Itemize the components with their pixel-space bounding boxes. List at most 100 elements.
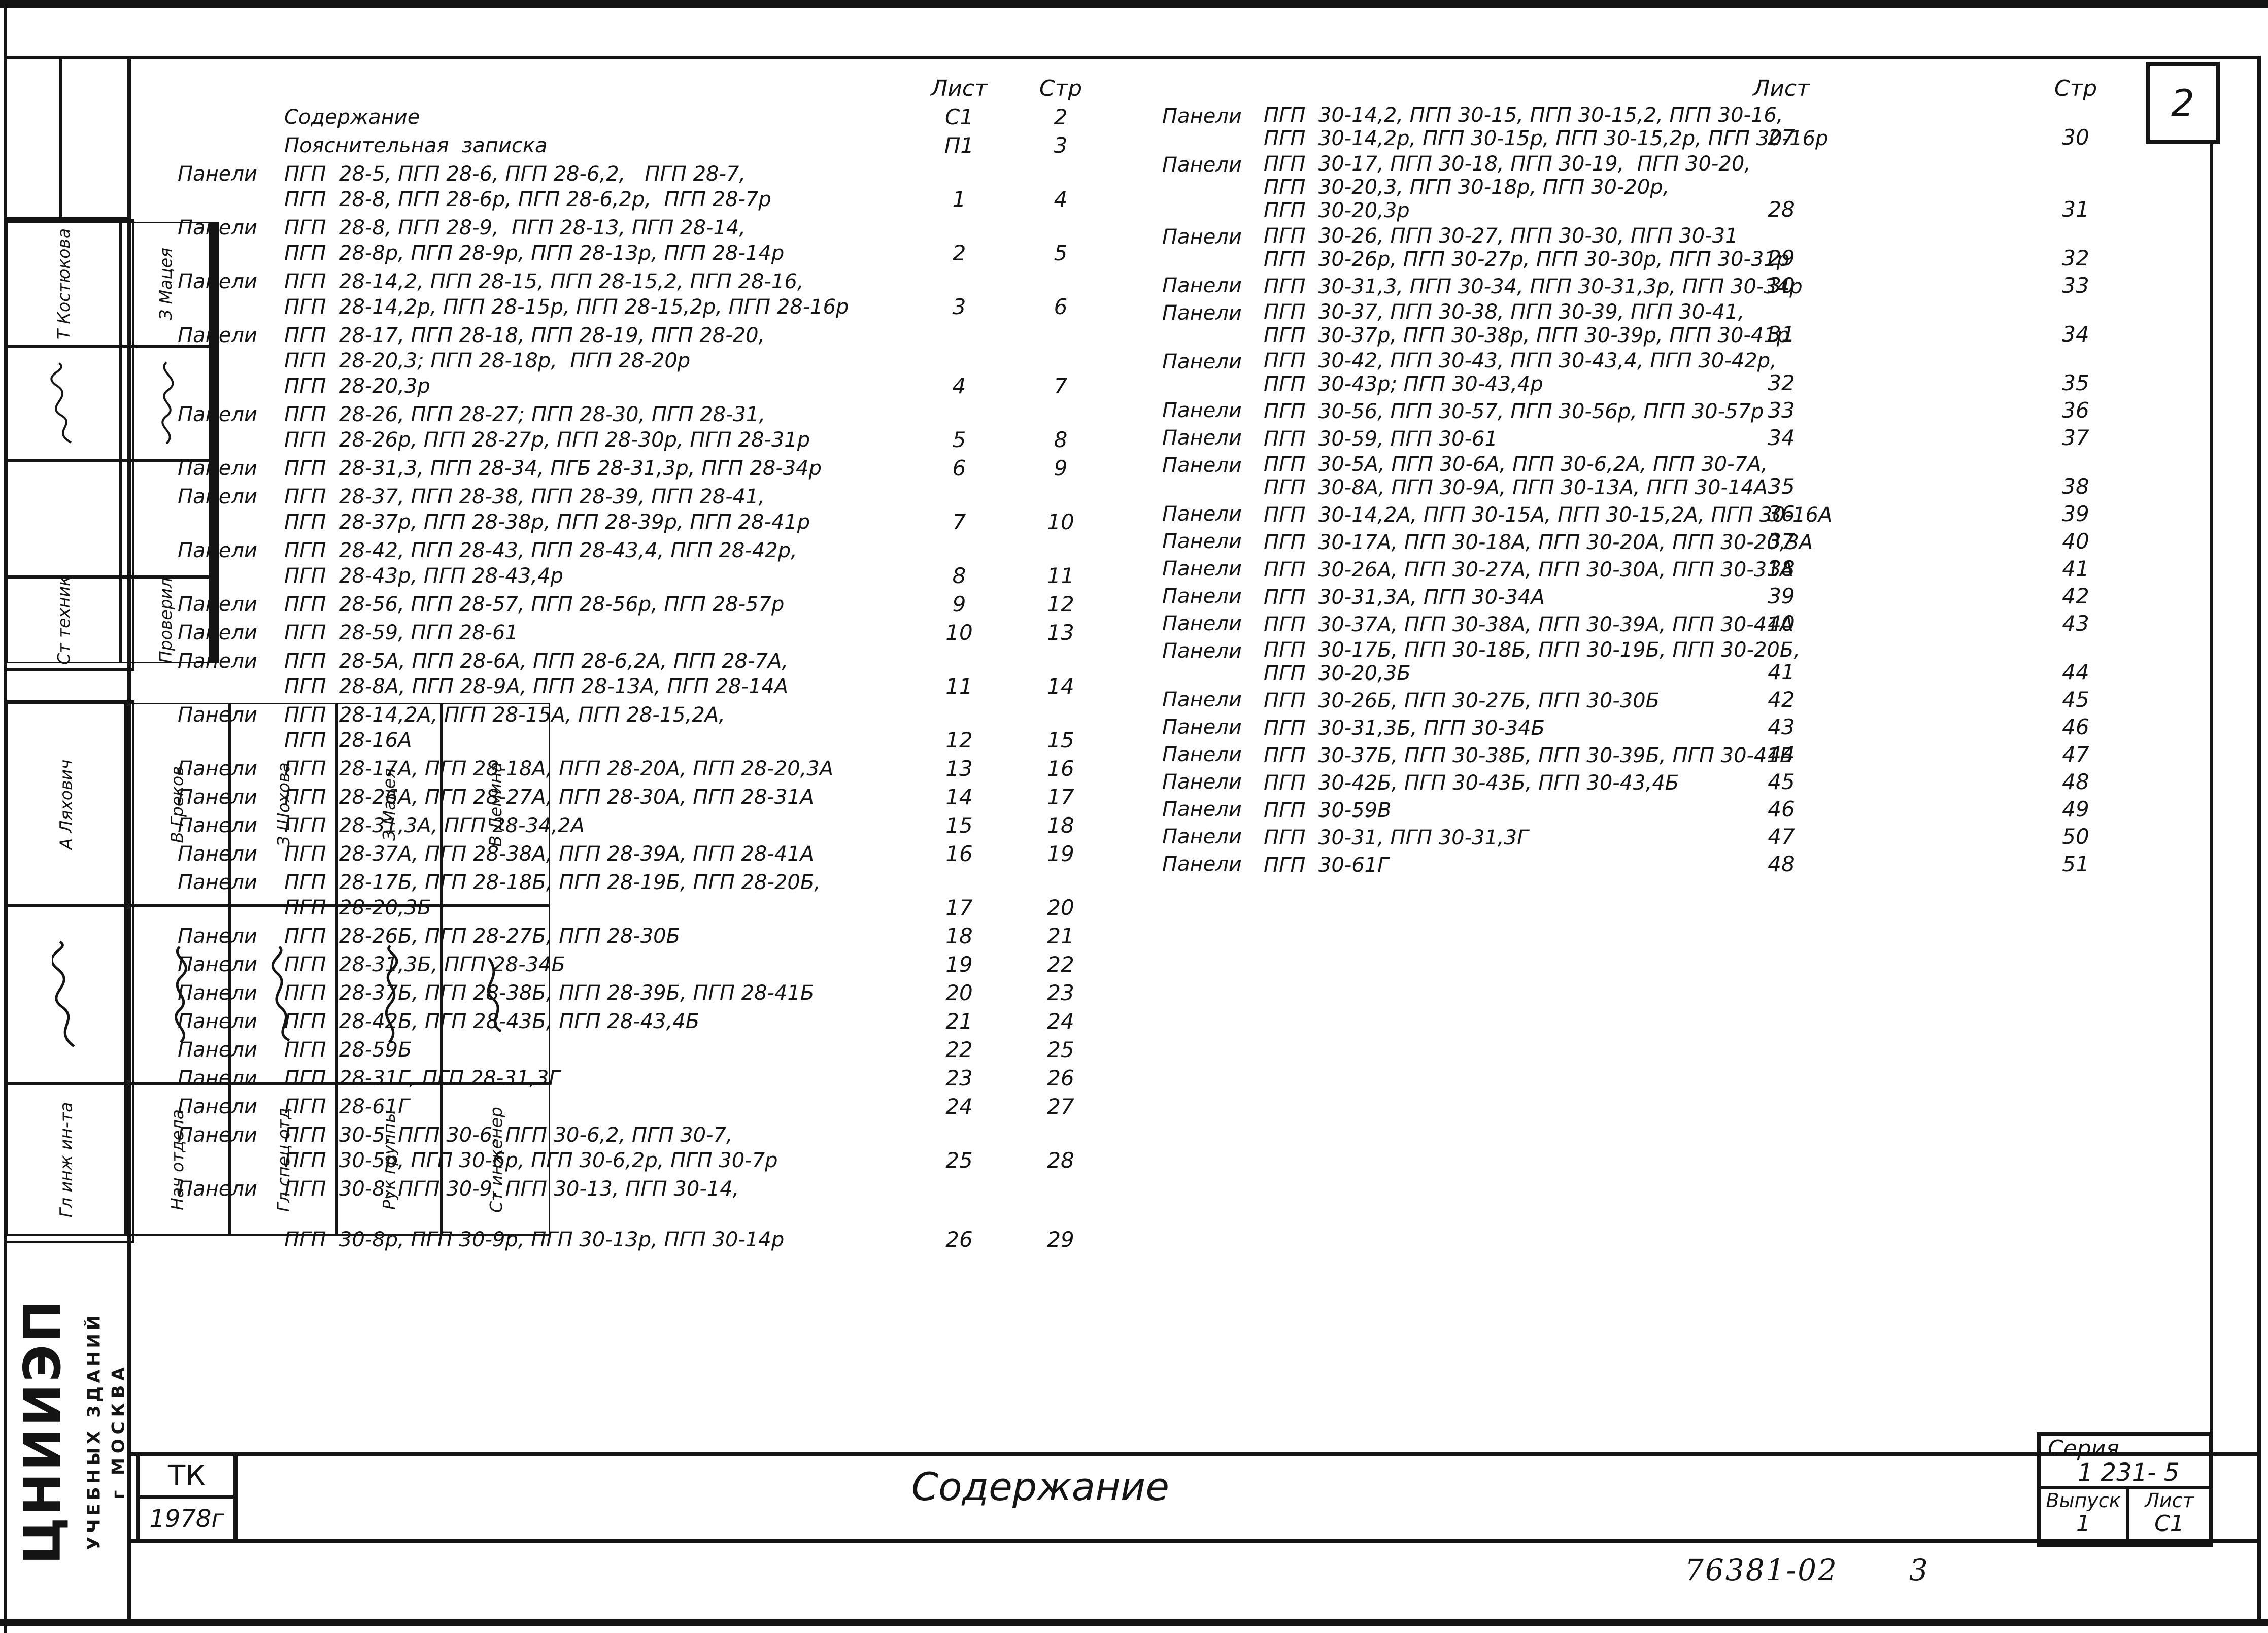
page-number-badge: 2 bbox=[2146, 62, 2220, 144]
stamp-role-cell: Ст инженер bbox=[441, 1083, 551, 1236]
toc-entry: Панели ПГП 30-17Б, ПГП 30-18Б, ПГП 30-19… bbox=[1162, 638, 2243, 685]
page-bottom-edge-line bbox=[0, 1619, 2268, 1626]
toc-entry-sheet-number: 41 bbox=[1768, 660, 1795, 685]
toc-entry-sheet-number: 26 bbox=[945, 1227, 973, 1252]
toc-entry-sheet-number: 11 bbox=[945, 674, 973, 699]
toc-entry-lines: ПГП 28-31Г, ПГП 28-31,3Г bbox=[284, 1066, 919, 1091]
toc-entry: Панели ПГП 30-26Б, ПГП 30-27Б, ПГП 30-30… bbox=[1162, 687, 2243, 712]
toc-entry-lines: ПГП 30-59В bbox=[1264, 799, 1738, 822]
toc-entry: Панели ПГП 30-5А, ПГП 30-6А, ПГП 30-6,2А… bbox=[1162, 453, 2243, 499]
toc-entry-line: ПГП 28-5А, ПГП 28-6А, ПГП 28-6,2А, ПГП 2… bbox=[284, 650, 789, 673]
toc-entry-label: Панели bbox=[178, 162, 257, 186]
stamp-empty-cell bbox=[213, 222, 217, 346]
toc-entry: Панели ПГП 28-5, ПГП 28-6, ПГП 28-6,2, П… bbox=[178, 161, 1167, 212]
toc-entry-label: Панели bbox=[1162, 612, 1242, 635]
toc-entry: Содержание С1 2 bbox=[178, 105, 1167, 130]
toc-entry-page-number: 25 bbox=[1047, 1037, 1074, 1062]
toc-entry-page-number: 45 bbox=[2062, 687, 2089, 712]
title-band-top-line bbox=[127, 1452, 2261, 1456]
toc-entry-label: Панели bbox=[1162, 798, 1242, 821]
toc-entry-sheet-number: 22 bbox=[945, 1037, 973, 1062]
title-block-series-cell: Серия 1 231- 5 bbox=[2041, 1436, 2209, 1489]
stamp-signature-cell bbox=[336, 906, 442, 1083]
stamp-role: Ст инженер bbox=[486, 1106, 506, 1213]
toc-entry: Панели ПГП 30-61Г 48 51 bbox=[1162, 852, 2243, 877]
toc-entry-label: Панели bbox=[178, 953, 257, 976]
toc-entry-sheet-number: П1 bbox=[944, 133, 974, 158]
toc-entry: Панели ПГП 30-8, ПГП 30-9, ПГП 30-13, ПГ… bbox=[178, 1176, 1167, 1252]
toc-entry-label: Панели bbox=[1162, 557, 1242, 581]
toc-entry-label: Панели bbox=[1162, 225, 1242, 249]
toc-entry-lines: ПГП 28-61Г bbox=[284, 1094, 919, 1119]
toc-entry-lines: ПГП 30-17А, ПГП 30-18А, ПГП 30-20А, ПГП … bbox=[1264, 531, 1813, 554]
toc-entry: Панели ПГП 30-31,3, ПГП 30-34, ПГП 30-31… bbox=[1162, 273, 2243, 298]
toc-entry-page-number: 40 bbox=[2062, 529, 2089, 554]
toc-entry-lines: ПГП 30-42Б, ПГП 30-43Б, ПГП 30-43,4Б bbox=[1264, 771, 1738, 795]
title-block-issue-cell: Выпуск 1 bbox=[2041, 1489, 2129, 1543]
toc-entry-sheet-number: 2 bbox=[952, 241, 966, 265]
toc-entry-lines: ПГП 30-26Б, ПГП 30-27Б, ПГП 30-30Б bbox=[1264, 689, 1738, 712]
toc-entry-page-number: 13 bbox=[1047, 620, 1074, 645]
stamp-role: Гл инж ин-та bbox=[56, 1102, 76, 1217]
toc-entry-line: ПГП 30-20,3р bbox=[1264, 199, 1410, 222]
toc-entry-line: ПГП 28-42Б, ПГП 28-43Б, ПГП 28-43,4Б bbox=[284, 1010, 700, 1033]
toc-entry-line: ПГП 28-56, ПГП 28-57, ПГП 28-56р, ПГП 28… bbox=[284, 593, 785, 616]
toc-entry-label: Панели bbox=[1162, 153, 1242, 177]
toc-entry-lines: ПГП 28-56, ПГП 28-57, ПГП 28-56р, ПГП 28… bbox=[284, 592, 919, 617]
series-value: 1 231- 5 bbox=[2077, 1458, 2180, 1487]
toc-entry-sheet-number: 30 bbox=[1768, 273, 1795, 298]
toc-entry: Панели ПГП 28-14,2, ПГП 28-15, ПГП 28-15… bbox=[178, 269, 1167, 320]
toc-entry: Панели ПГП 28-31,3А, ПГП 28-34,2А 15 18 bbox=[178, 813, 1167, 838]
toc-entry-lines: ПГП 28-14,2А, ПГП 28-15А, ПГП 28-15,2А, П… bbox=[284, 702, 919, 753]
toc-entry-label: Панели bbox=[1162, 770, 1242, 794]
toc-entry-label: Панели bbox=[1162, 688, 1242, 711]
toc-entry-sheet-number: 29 bbox=[1768, 246, 1795, 270]
frame-right-line bbox=[2257, 56, 2261, 1619]
toc-entry-line: ПГП 30-31,3Б, ПГП 30-34Б bbox=[1264, 717, 1545, 740]
toc-entry-lines: ПГП 28-17, ПГП 28-18, ПГП 28-19, ПГП 28-… bbox=[284, 323, 919, 399]
stamp-role-cell: Нач отдела bbox=[125, 1083, 230, 1236]
toc-entry-sheet-number: 40 bbox=[1768, 611, 1795, 636]
toc-entry-line: ПГП 30-5А, ПГП 30-6А, ПГП 30-6,2А, ПГП 3… bbox=[1264, 453, 1768, 476]
stamp-empty-cell bbox=[213, 577, 217, 663]
toc-entry: Панели ПГП 30-31,3Б, ПГП 30-34Б 43 46 bbox=[1162, 715, 2243, 740]
toc-entry-page-number: 30 bbox=[2062, 125, 2089, 150]
stamp-signature-cell bbox=[7, 346, 121, 460]
stamp-signature-cell bbox=[441, 906, 551, 1083]
toc-entry-lines: Пояснительная записка bbox=[284, 133, 919, 158]
organization-name-column: ЦНИИЭП bbox=[4, 1243, 80, 1619]
toc-entry: Панели ПГП 28-8, ПГП 28-9, ПГП 28-13, ПГ… bbox=[178, 215, 1167, 266]
toc-entry: Панели ПГП 30-42, ПГП 30-43, ПГП 30-43,4… bbox=[1162, 349, 2243, 396]
stamp-signature-cell bbox=[121, 346, 211, 460]
toc-entry-label: Панели bbox=[1162, 716, 1242, 739]
toc-entry-sheet-number: 24 bbox=[945, 1094, 973, 1119]
toc-entry-page-number: 26 bbox=[1047, 1066, 1074, 1091]
toc-entry-line: ПГП 28-14,2р, ПГП 28-15р, ПГП 28-15,2р, … bbox=[284, 295, 849, 319]
sheet-title: Содержание bbox=[911, 1464, 1169, 1509]
toc-entry-label: Панели bbox=[1162, 454, 1242, 477]
page-number-value: 2 bbox=[2171, 82, 2194, 124]
toc-entry-lines: ПГП 28-8, ПГП 28-9, ПГП 28-13, ПГП 28-14… bbox=[284, 215, 919, 266]
toc-entry-sheet-number: 33 bbox=[1768, 398, 1795, 423]
toc-entry: Панели ПГП 28-59Б 22 25 bbox=[178, 1037, 1167, 1063]
toc-entry-sheet-number: 12 bbox=[945, 728, 973, 753]
toc-entry-sheet-number: 3 bbox=[952, 294, 966, 319]
toc-entry-page-number: 39 bbox=[2062, 501, 2089, 526]
toc-entry-page-number: 8 bbox=[1054, 427, 1068, 452]
toc-entry-sheet-number: 4 bbox=[952, 373, 966, 398]
toc-entry-sheet-number: 9 bbox=[952, 592, 966, 617]
toc-entry-lines: Содержание bbox=[284, 105, 919, 130]
toc-entry-sheet-number: 1 bbox=[952, 187, 966, 212]
toc-entry-page-number: 48 bbox=[2062, 769, 2089, 794]
toc-entry-lines: ПГП 28-42, ПГП 28-43, ПГП 28-43,4, ПГП 2… bbox=[284, 538, 919, 589]
toc-entry-lines: ПГП 28-37Б, ПГП 28-38Б, ПГП 28-39Б, ПГП … bbox=[284, 980, 919, 1006]
toc-entry-line: Пояснительная записка bbox=[284, 134, 548, 157]
toc-entry-line: ПГП 30-26Б, ПГП 30-27Б, ПГП 30-30Б bbox=[1264, 689, 1660, 712]
toc-entry-sheet-number: 47 bbox=[1768, 824, 1795, 849]
toc-entry-line: ПГП 30-14,2, ПГП 30-15, ПГП 30-15,2, ПГП… bbox=[1264, 104, 1783, 127]
stamp-role-cell: Гл спец отд bbox=[229, 1083, 337, 1236]
stamp-empty-cell bbox=[216, 577, 220, 663]
toc-entry-page-number: 3 bbox=[1054, 133, 1068, 158]
toc-entry-page-number: 28 bbox=[1047, 1148, 1074, 1173]
toc-entry-lines: ПГП 30-31,3А, ПГП 30-34А bbox=[1264, 586, 1738, 609]
